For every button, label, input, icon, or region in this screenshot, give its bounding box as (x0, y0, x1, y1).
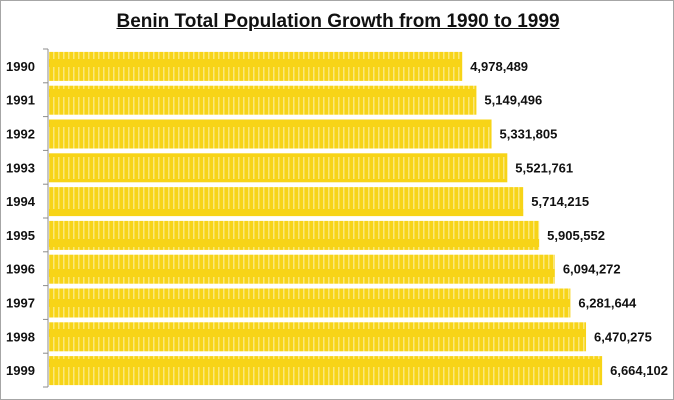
value-label-1992: 5,331,805 (500, 127, 558, 142)
bar-1997 (49, 288, 571, 318)
value-label-1991: 5,149,496 (484, 93, 542, 108)
category-label-1994: 1994 (6, 194, 36, 209)
category-label-1996: 1996 (6, 262, 35, 277)
bar-1996 (49, 254, 555, 284)
category-label-1992: 1992 (6, 127, 35, 142)
category-label-1997: 1997 (6, 296, 35, 311)
category-label-1991: 1991 (6, 93, 35, 108)
bar-1994 (49, 187, 524, 217)
value-label-1997: 6,281,644 (578, 296, 637, 311)
bar-1991 (49, 85, 477, 115)
value-label-1998: 6,470,275 (594, 329, 652, 344)
bar-1999 (49, 356, 603, 386)
category-label-1990: 1990 (6, 59, 35, 74)
value-label-1995: 5,905,552 (547, 228, 605, 243)
value-label-1994: 5,714,215 (531, 194, 589, 209)
bar-1995 (49, 220, 540, 250)
value-label-1993: 5,521,761 (515, 160, 573, 175)
value-label-1990: 4,978,489 (470, 59, 528, 74)
bar-1998 (49, 322, 587, 352)
value-label-1999: 6,664,102 (610, 363, 668, 378)
bar-1993 (49, 153, 508, 183)
category-label-1998: 1998 (6, 329, 35, 344)
category-label-1999: 1999 (6, 363, 35, 378)
bar-1990 (49, 51, 463, 81)
chart-title: Benin Total Population Growth from 1990 … (116, 11, 560, 32)
value-label-1996: 6,094,272 (563, 262, 621, 277)
category-label-1995: 1995 (6, 228, 35, 243)
category-label-1993: 1993 (6, 160, 35, 175)
bar-1992 (49, 119, 492, 149)
